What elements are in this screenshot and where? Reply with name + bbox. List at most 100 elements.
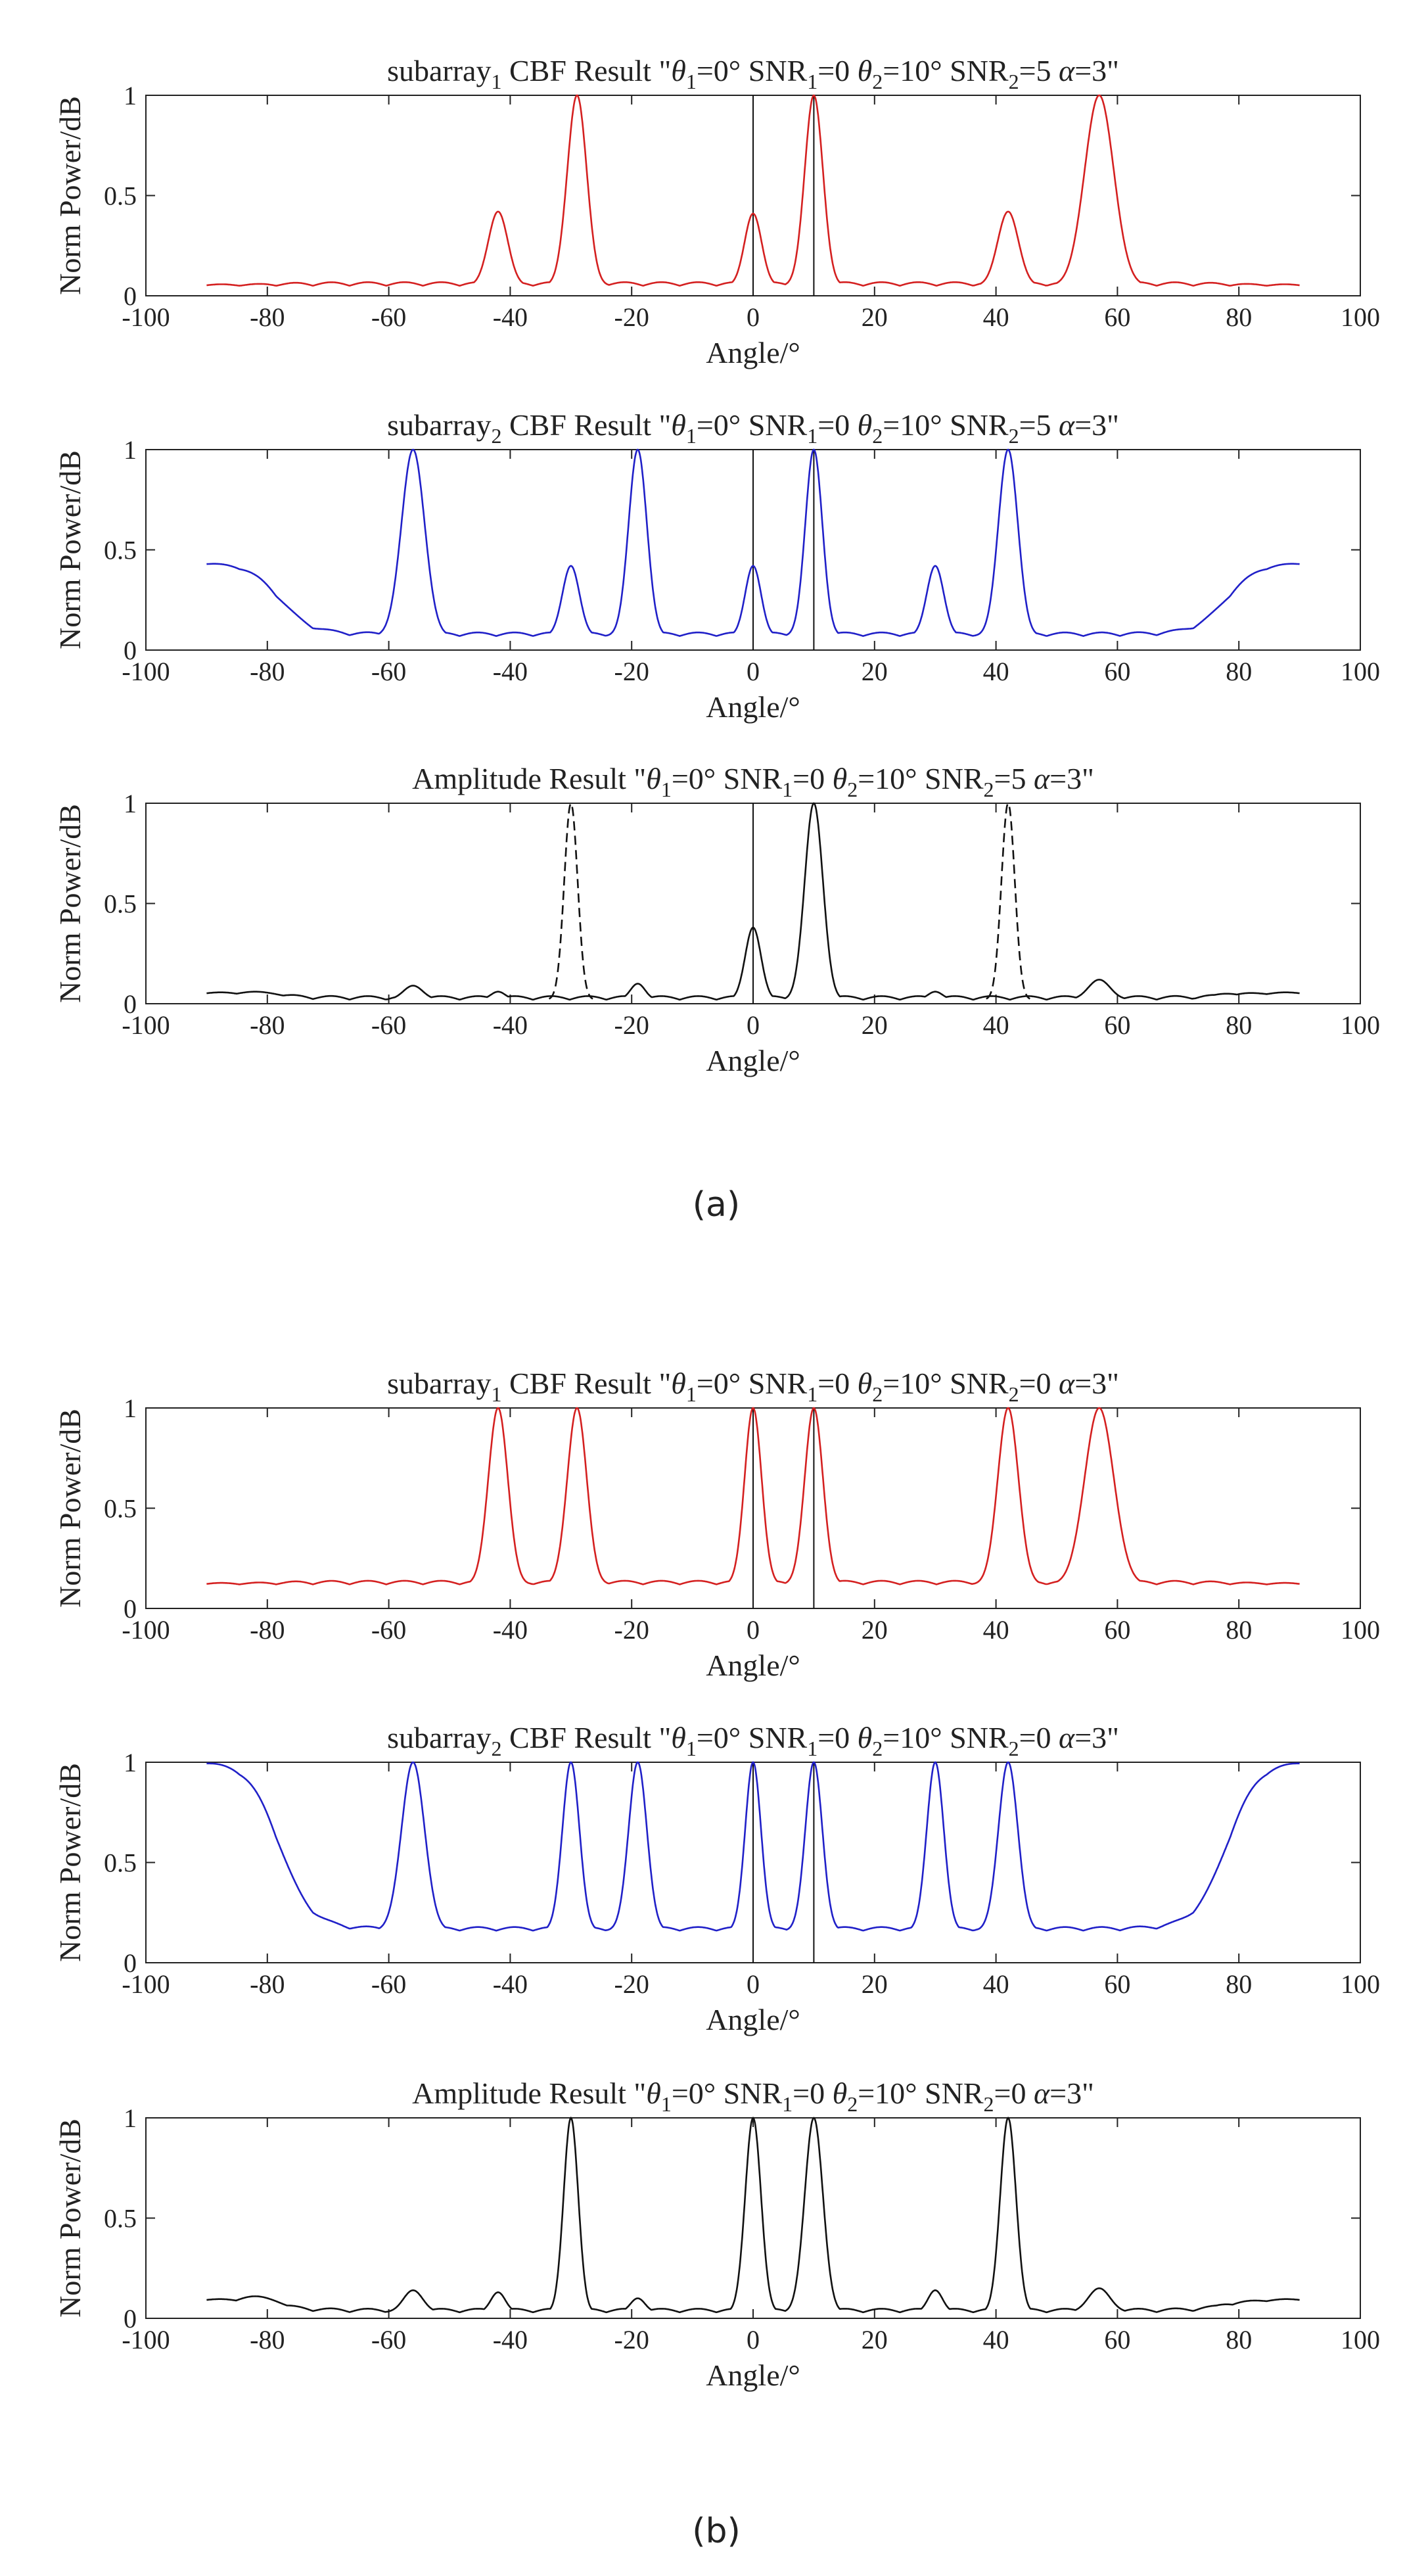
x-tick-label: -40 [493, 302, 528, 332]
chart-title: subarray2 CBF Result "θ1=0° SNR1=0 θ2=10… [387, 408, 1119, 448]
chart-panel-1: subarray1 CBF Result "θ1=0° SNR1=0 θ2=10… [53, 54, 1380, 369]
x-tick-label: -60 [371, 1010, 406, 1040]
x-tick-label: -100 [122, 2325, 170, 2354]
series-line [206, 802, 1300, 1001]
y-tick-label: 0 [124, 989, 137, 1019]
x-tick-label: 80 [1226, 657, 1252, 686]
x-tick-label: 0 [747, 1969, 760, 1999]
x-tick-label: 20 [862, 302, 888, 332]
y-tick-label: 1 [124, 2103, 137, 2133]
series-line [206, 94, 1300, 287]
chart-title: Amplitude Result "θ1=0° SNR1=0 θ2=10° SN… [412, 2076, 1094, 2116]
x-tick-label: 40 [983, 302, 1009, 332]
x-tick-label: 40 [983, 1010, 1009, 1040]
y-axis-label: Norm Power/dB [53, 1763, 87, 1962]
y-axis-label: Norm Power/dB [53, 804, 87, 1003]
x-tick-label: 20 [862, 1969, 888, 1999]
caption-a: (a) [693, 1185, 740, 1225]
y-tick-label: 0 [124, 2304, 137, 2333]
y-tick-label: 0 [124, 1948, 137, 1978]
charts-container: subarray1 CBF Result "θ1=0° SNR1=0 θ2=10… [53, 54, 1380, 2392]
x-tick-label: -20 [614, 2325, 649, 2354]
chart-title: Amplitude Result "θ1=0° SNR1=0 θ2=10° SN… [412, 762, 1094, 801]
x-tick-label: -20 [614, 1969, 649, 1999]
y-tick-label: 0 [124, 1594, 137, 1624]
x-tick-label: 40 [983, 2325, 1009, 2354]
x-tick-label: -60 [371, 2325, 406, 2354]
x-tick-label: -60 [371, 1615, 406, 1645]
y-tick-label: 1 [124, 81, 137, 110]
x-tick-label: 40 [983, 657, 1009, 686]
x-tick-label: -60 [371, 657, 406, 686]
chart-panel-2: subarray2 CBF Result "θ1=0° SNR1=0 θ2=10… [53, 408, 1380, 724]
x-tick-label: 0 [747, 1010, 760, 1040]
series-line-dashed [986, 801, 1030, 1000]
series-line [206, 1407, 1300, 1585]
x-tick-label: 0 [747, 1615, 760, 1645]
x-tick-label: 100 [1341, 302, 1380, 332]
x-tick-label: 60 [1104, 2325, 1130, 2354]
y-tick-label: 1 [124, 1748, 137, 1777]
x-axis-label: Angle/° [706, 1044, 800, 1077]
x-tick-label: -80 [250, 1969, 285, 1999]
chart-panel-4: subarray1 CBF Result "θ1=0° SNR1=0 θ2=10… [53, 1367, 1380, 1682]
chart-title: subarray1 CBF Result "θ1=0° SNR1=0 θ2=10… [387, 54, 1119, 93]
y-tick-label: 0.5 [104, 2204, 137, 2234]
x-tick-label: 60 [1104, 302, 1130, 332]
x-tick-label: 80 [1226, 1010, 1252, 1040]
x-axis-label: Angle/° [706, 690, 800, 724]
x-tick-label: 80 [1226, 302, 1252, 332]
x-tick-label: -40 [493, 1615, 528, 1645]
y-tick-label: 0.5 [104, 536, 137, 565]
x-tick-label: -80 [250, 302, 285, 332]
x-tick-label: 0 [747, 302, 760, 332]
y-tick-label: 0.5 [104, 1848, 137, 1878]
x-tick-label: 100 [1341, 1010, 1380, 1040]
x-tick-label: 40 [983, 1615, 1009, 1645]
x-tick-label: 80 [1226, 1969, 1252, 1999]
x-tick-label: -100 [122, 657, 170, 686]
x-tick-label: 20 [862, 1010, 888, 1040]
x-tick-label: -20 [614, 657, 649, 686]
x-tick-label: -20 [614, 302, 649, 332]
x-tick-label: 80 [1226, 2325, 1252, 2354]
x-tick-label: 20 [862, 2325, 888, 2354]
x-tick-label: 0 [747, 2325, 760, 2354]
x-tick-label: -40 [493, 1010, 528, 1040]
x-tick-label: -80 [250, 2325, 285, 2354]
x-tick-label: -20 [614, 1615, 649, 1645]
y-tick-label: 1 [124, 435, 137, 465]
x-tick-label: 60 [1104, 1969, 1130, 1999]
x-tick-label: 60 [1104, 1615, 1130, 1645]
x-tick-label: 20 [862, 1615, 888, 1645]
x-tick-label: -60 [371, 302, 406, 332]
x-tick-label: -100 [122, 1969, 170, 1999]
y-axis-label: Norm Power/dB [53, 2119, 87, 2318]
series-line [206, 448, 1300, 637]
x-tick-label: -100 [122, 302, 170, 332]
chart-title: subarray1 CBF Result "θ1=0° SNR1=0 θ2=10… [387, 1367, 1119, 1406]
x-tick-label: 20 [862, 657, 888, 686]
x-tick-label: -80 [250, 657, 285, 686]
series-line [206, 1761, 1300, 1932]
y-tick-label: 0 [124, 281, 137, 311]
y-axis-label: Norm Power/dB [53, 96, 87, 295]
x-tick-label: -40 [493, 1969, 528, 1999]
chart-panel-5: subarray2 CBF Result "θ1=0° SNR1=0 θ2=10… [53, 1721, 1380, 2036]
x-tick-label: 80 [1226, 1615, 1252, 1645]
y-tick-label: 1 [124, 1393, 137, 1423]
x-tick-label: 100 [1341, 657, 1380, 686]
y-tick-label: 0 [124, 636, 137, 665]
x-axis-label: Angle/° [706, 2358, 800, 2392]
x-tick-label: -40 [493, 2325, 528, 2354]
x-tick-label: -80 [250, 1010, 285, 1040]
y-tick-label: 0.5 [104, 181, 137, 211]
x-tick-label: -20 [614, 1010, 649, 1040]
x-axis-label: Angle/° [706, 2003, 800, 2036]
caption-b: (b) [692, 2512, 741, 2551]
x-tick-label: 0 [747, 657, 760, 686]
x-tick-label: 60 [1104, 657, 1130, 686]
y-tick-label: 0.5 [104, 1494, 137, 1524]
chart-panel-3: Amplitude Result "θ1=0° SNR1=0 θ2=10° SN… [53, 762, 1380, 1077]
